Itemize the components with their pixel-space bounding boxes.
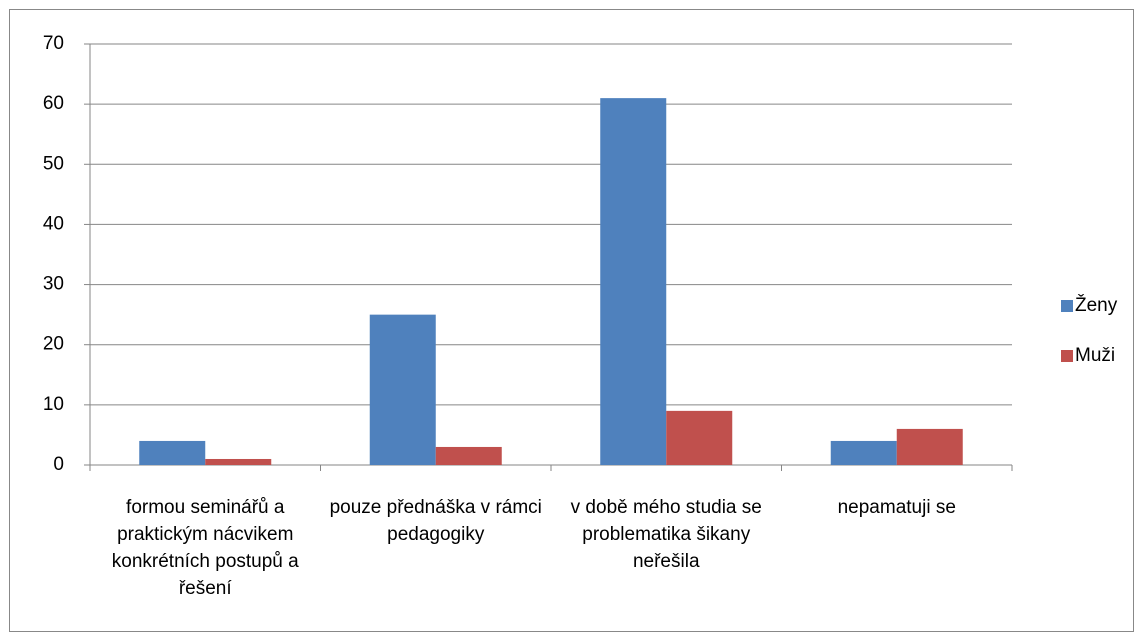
x-tick-label: pouze přednáška v rámci pedagogiky xyxy=(329,497,542,545)
bar xyxy=(139,440,206,465)
y-tick-label: 30 xyxy=(43,274,64,295)
y-tick-label: 20 xyxy=(43,334,64,355)
bar xyxy=(600,98,667,465)
x-tick-label: v době mého studia se problematika šikan… xyxy=(570,497,762,572)
y-tick-label: 70 xyxy=(43,33,64,54)
legend-label: Muži xyxy=(1075,345,1115,366)
bar xyxy=(205,458,272,465)
y-tick-label: 0 xyxy=(53,454,64,475)
y-tick-label: 40 xyxy=(43,213,64,234)
bar xyxy=(435,446,502,465)
y-tick-label: 60 xyxy=(43,93,64,114)
chart-border xyxy=(9,9,1134,632)
x-tick-label: formou seminářů a praktickým nácvikem ko… xyxy=(111,497,299,599)
y-tick-label: 50 xyxy=(43,153,64,174)
legend-label: Ženy xyxy=(1075,294,1118,316)
y-tick-label: 10 xyxy=(43,394,64,415)
legend-swatch xyxy=(1061,300,1073,312)
bar xyxy=(896,428,963,465)
bar xyxy=(830,440,897,465)
legend-swatch xyxy=(1061,350,1073,362)
bar xyxy=(369,314,436,465)
bar xyxy=(666,410,733,465)
x-tick-label: nepamatuji se xyxy=(837,497,956,518)
